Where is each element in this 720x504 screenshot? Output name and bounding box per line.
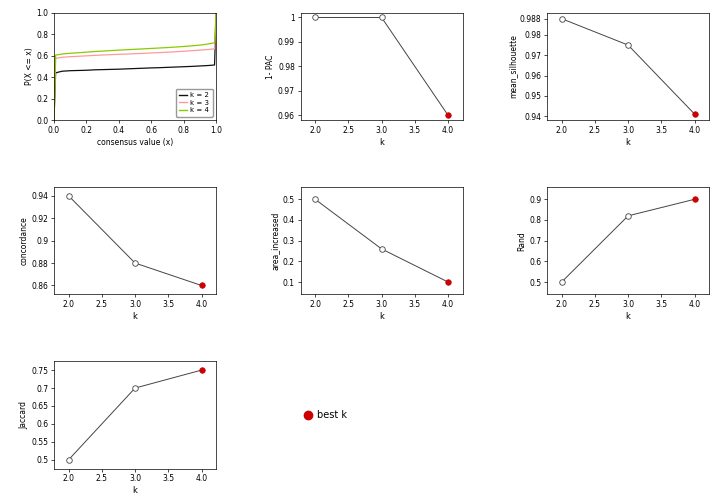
k = 4 bbox=[163, 44, 172, 50]
k = 3 bbox=[179, 48, 188, 54]
k = 4 bbox=[82, 49, 91, 55]
Y-axis label: Jaccard: Jaccard bbox=[19, 401, 29, 429]
k = 3 bbox=[147, 50, 156, 56]
k = 4 bbox=[210, 40, 219, 46]
k = 3 bbox=[210, 46, 219, 52]
X-axis label: k: k bbox=[379, 312, 384, 321]
k = 4 bbox=[196, 42, 204, 48]
k = 3 bbox=[82, 53, 91, 59]
k = 4 bbox=[204, 41, 212, 47]
k = 4 bbox=[66, 50, 75, 56]
k = 4 bbox=[50, 117, 58, 123]
k = 2 bbox=[212, 10, 220, 16]
k = 4 bbox=[114, 47, 123, 53]
X-axis label: k: k bbox=[379, 138, 384, 147]
X-axis label: k: k bbox=[626, 138, 631, 147]
k = 2 bbox=[187, 64, 196, 70]
k = 3 bbox=[99, 52, 107, 58]
k = 3 bbox=[171, 49, 180, 55]
k = 4 bbox=[90, 48, 99, 54]
Y-axis label: P(X <= x): P(X <= x) bbox=[24, 47, 34, 85]
Y-axis label: area_increased: area_increased bbox=[271, 212, 280, 270]
k = 2 bbox=[107, 67, 115, 73]
k = 2 bbox=[114, 66, 123, 72]
k = 3 bbox=[163, 49, 172, 55]
Y-axis label: 1- PAC: 1- PAC bbox=[266, 54, 275, 79]
X-axis label: k: k bbox=[132, 312, 138, 321]
k = 2 bbox=[66, 68, 75, 74]
k = 3 bbox=[74, 53, 83, 59]
k = 3 bbox=[114, 51, 123, 57]
k = 4 bbox=[107, 47, 115, 53]
k = 3 bbox=[187, 48, 196, 54]
k = 4 bbox=[74, 50, 83, 56]
k = 2 bbox=[58, 68, 66, 74]
k = 2 bbox=[163, 65, 172, 71]
Legend: best k: best k bbox=[300, 406, 351, 424]
k = 2 bbox=[155, 65, 163, 71]
X-axis label: k: k bbox=[626, 312, 631, 321]
k = 3 bbox=[155, 49, 163, 55]
k = 3 bbox=[90, 52, 99, 58]
k = 4 bbox=[51, 52, 60, 58]
Y-axis label: Rand: Rand bbox=[518, 231, 526, 250]
k = 3 bbox=[139, 50, 148, 56]
k = 3 bbox=[212, 10, 220, 16]
k = 3 bbox=[51, 55, 60, 61]
k = 2 bbox=[179, 64, 188, 70]
k = 2 bbox=[51, 70, 60, 76]
k = 4 bbox=[179, 43, 188, 49]
Line: k = 4: k = 4 bbox=[54, 13, 216, 120]
k = 3 bbox=[50, 117, 58, 123]
k = 3 bbox=[107, 51, 115, 57]
Y-axis label: mean_silhouette: mean_silhouette bbox=[508, 34, 517, 98]
k = 2 bbox=[90, 67, 99, 73]
k = 4 bbox=[58, 51, 66, 57]
k = 2 bbox=[196, 63, 204, 69]
k = 3 bbox=[58, 54, 66, 60]
k = 3 bbox=[66, 54, 75, 60]
k = 2 bbox=[122, 66, 131, 72]
k = 4 bbox=[155, 45, 163, 51]
k = 2 bbox=[50, 117, 58, 123]
Line: k = 2: k = 2 bbox=[54, 13, 216, 120]
k = 3 bbox=[196, 47, 204, 53]
Legend: k = 2, k = 3, k = 4: k = 2, k = 3, k = 4 bbox=[176, 89, 212, 117]
k = 4 bbox=[131, 46, 140, 52]
k = 4 bbox=[99, 48, 107, 54]
k = 2 bbox=[74, 68, 83, 74]
k = 4 bbox=[187, 43, 196, 49]
X-axis label: k: k bbox=[132, 486, 138, 495]
k = 4 bbox=[147, 45, 156, 51]
k = 2 bbox=[99, 67, 107, 73]
k = 4 bbox=[171, 44, 180, 50]
k = 2 bbox=[147, 65, 156, 71]
k = 3 bbox=[131, 51, 140, 57]
X-axis label: consensus value (x): consensus value (x) bbox=[97, 138, 174, 147]
k = 2 bbox=[131, 66, 140, 72]
k = 3 bbox=[122, 51, 131, 57]
k = 2 bbox=[204, 62, 212, 69]
k = 2 bbox=[210, 62, 219, 68]
k = 4 bbox=[122, 47, 131, 53]
Y-axis label: concordance: concordance bbox=[19, 216, 29, 265]
k = 2 bbox=[171, 64, 180, 70]
k = 3 bbox=[204, 46, 212, 52]
k = 4 bbox=[139, 46, 148, 52]
k = 2 bbox=[82, 67, 91, 73]
k = 2 bbox=[139, 65, 148, 71]
Line: k = 3: k = 3 bbox=[54, 13, 216, 120]
k = 4 bbox=[212, 10, 220, 16]
